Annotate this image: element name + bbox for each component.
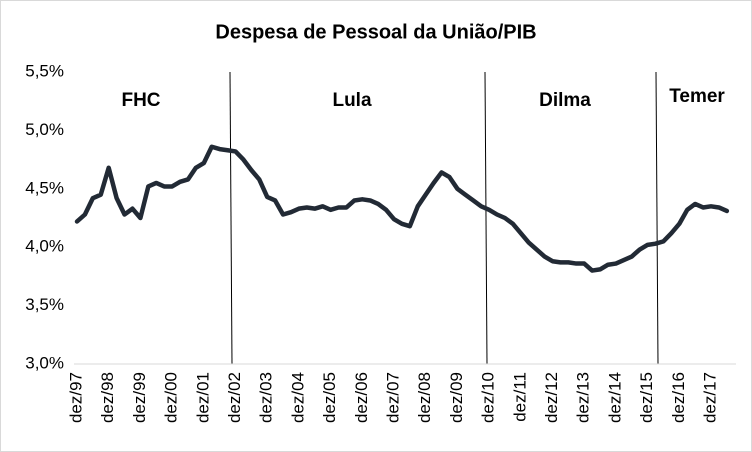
x-tick-label: dez/14 (605, 372, 624, 423)
line-series (74, 144, 730, 273)
x-tick-label: dez/99 (130, 372, 149, 423)
x-tick-label: dez/98 (98, 372, 117, 423)
annotation: Temer (669, 86, 725, 107)
x-tick-label: dez/16 (669, 372, 688, 423)
divider (229, 71, 233, 365)
divider (655, 71, 659, 365)
x-tick-label: dez/07 (383, 372, 402, 423)
x-tick-label: dez/00 (162, 372, 181, 423)
y-tick-label: 5,0% (25, 120, 64, 139)
x-tick-label: dez/08 (415, 372, 434, 423)
annotation: Dilma (539, 90, 591, 111)
y-tick-label: 5,5% (25, 61, 64, 80)
x-tick-label: dez/05 (320, 372, 339, 423)
x-tick-label: dez/11 (510, 372, 529, 422)
x-tick-label: dez/10 (479, 372, 498, 423)
y-tick-label: 3,0% (25, 353, 64, 372)
y-tick-label: 4,5% (25, 178, 64, 197)
x-tick-label: dez/04 (288, 372, 307, 423)
annotation: FHC (121, 90, 160, 111)
x-tick-label: dez/12 (542, 372, 561, 423)
x-tick-label: dez/01 (193, 372, 212, 423)
chart-title: Despesa de Pessoal da União/PIB (215, 21, 536, 43)
x-tick-label: dez/17 (700, 372, 719, 423)
x-tick-label: dez/15 (637, 372, 656, 423)
x-tick-label: dez/03 (257, 372, 276, 423)
x-tick-label: dez/02 (225, 372, 244, 423)
y-tick-label: 4,0% (25, 237, 64, 256)
divider (484, 71, 488, 365)
y-tick-label: 3,5% (25, 295, 64, 314)
x-tick-label: dez/13 (574, 372, 593, 423)
x-tick-label: dez/97 (66, 372, 85, 423)
x-tick-label: dez/06 (352, 372, 371, 423)
annotation: Lula (332, 90, 371, 111)
x-tick-label: dez/09 (447, 372, 466, 423)
